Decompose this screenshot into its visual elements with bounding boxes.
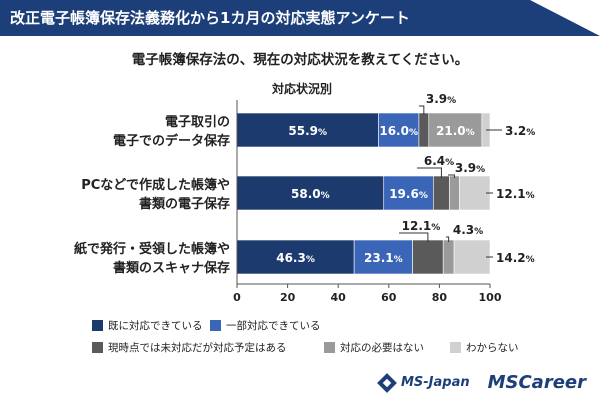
data-label: 14.2% [496,251,535,265]
category-label: 紙で発行・受領した帳簿や [74,241,230,257]
legend-swatch [450,342,461,353]
banner-corner [530,0,600,36]
bar-segment [383,175,434,211]
leader-line [446,236,450,242]
leader-line [417,167,442,178]
data-label: 3.9% [426,92,456,106]
bar-segment [453,239,491,275]
x-tick-label: 100 [479,291,502,304]
legend-swatch [92,320,103,331]
data-label: 12.1% [496,187,535,201]
legend-label: 一部対応できている [226,320,321,332]
legend-item: 現時点では未対応だが対応予定はある [92,340,287,355]
legend-swatch [210,320,221,331]
data-label: 55.9% [288,124,327,138]
data-label: 21.0% [436,124,475,138]
bar-segment [236,175,385,211]
legend-label: 既に対応できている [108,320,203,332]
leader-line [448,174,455,178]
bar-segment [428,112,483,148]
bar-segment [459,175,491,211]
bar-segment [412,239,444,275]
data-label: 12.1% [402,219,441,233]
data-label: 3.2% [505,124,535,138]
data-label: 19.6% [389,187,428,201]
data-label: 6.4% [424,154,454,168]
bar-segment [449,175,460,211]
bar-segment [353,239,413,275]
category-label: 電子でのデータ保存 [113,133,230,149]
banner-background [0,0,600,36]
logo-area: MS-Japan MSCareer [377,372,586,393]
legend-label: 対応の必要はない [340,342,424,354]
data-label: 58.0% [291,187,330,201]
service-logo: MSCareer [487,372,586,393]
legend-item: 既に対応できている [92,318,203,333]
data-label: 23.1% [364,251,403,265]
ms-japan-logo-icon [377,372,397,393]
legend-swatch [92,342,103,353]
category-label: 書類のスキャナ保存 [113,260,230,276]
x-tick-label: 60 [381,291,397,304]
leader-line [419,105,425,115]
data-label: 4.3% [453,223,483,237]
category-label: 書類の電子保存 [139,196,230,212]
data-label: 46.3% [276,251,315,265]
page-title: 改正電子帳簿保存法義務化から1カ月の対応実態アンケート [10,9,410,27]
x-tick-label: 20 [280,291,296,304]
legend-item: 一部対応できている [210,318,321,333]
x-tick-label: 0 [233,291,241,304]
chart-title: 対応状況別 [271,81,332,96]
bar-segment [418,112,430,148]
legend-item: わからない [450,340,519,355]
category-label: 電子取引の [165,115,230,130]
legend-swatch [324,342,335,353]
leader-line [399,232,429,242]
survey-question: 電子帳簿保存法の、現在の対応状況を教えてください。 [131,52,469,68]
bar-segment [433,175,450,211]
legend-label: わからない [466,342,519,354]
x-tick-label: 80 [432,291,448,304]
bar-segment [378,112,420,148]
header-banner: 改正電子帳簿保存法義務化から1カ月の対応実態アンケート [0,0,600,36]
data-label: 3.9% [455,161,485,175]
bar-segment [442,239,455,275]
x-tick-label: 40 [331,291,347,304]
legend-item: 対応の必要はない [324,340,424,355]
category-label: PCなどで作成した帳簿や [81,177,230,193]
legend-label: 現時点では未対応だが対応予定はある [108,342,287,354]
company-logo: MS-Japan [400,375,470,390]
data-label: 16.0% [379,124,418,138]
